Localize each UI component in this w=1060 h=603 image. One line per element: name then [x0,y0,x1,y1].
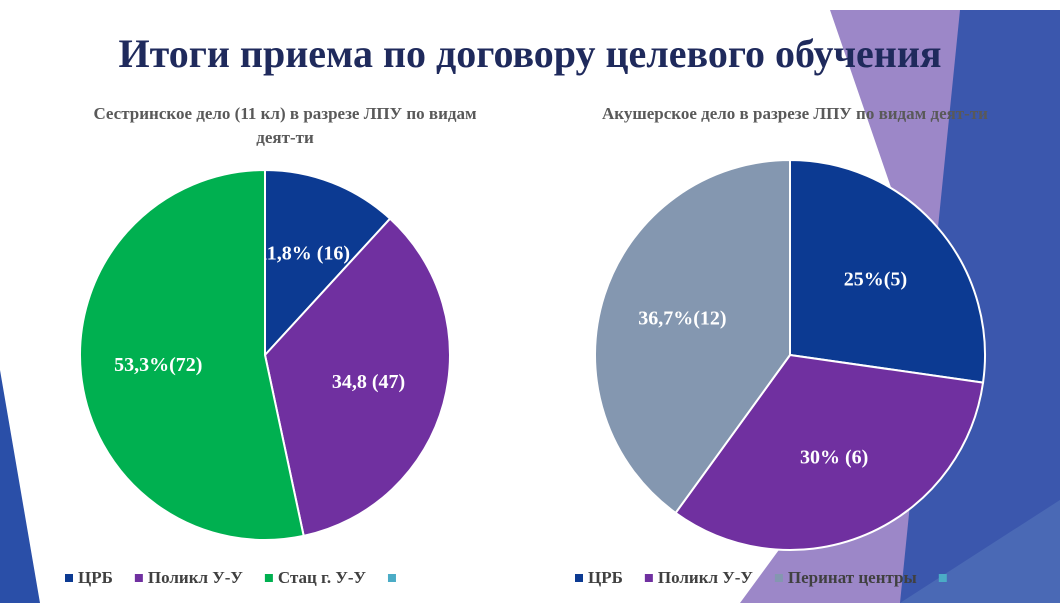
legend-label: Поликл У-У [658,568,754,587]
data-label: 36,7%(12) [638,308,726,330]
legend-marker [65,574,73,582]
data-label: 53,3%(72) [114,354,202,376]
slide: 11,8% (16) 34,8 (47) 53,3%(72) ЦРБ Поликл У-… [0,0,1060,603]
legend-marker [135,574,143,582]
slide-title: Итоги приема по договору целевого обучен… [0,30,1060,77]
data-label: 34,8 (47) [332,371,405,393]
legend-label: ЦРБ [78,568,113,587]
legend-label: Стац г. У-У [278,568,367,587]
data-label: 25%(5) [844,269,907,291]
legend-marker [939,574,947,582]
data-label: 30% (6) [800,447,868,469]
legend-marker [388,574,396,582]
decoration [0,370,40,603]
chart: 11,8% (16) 34,8 (47) 53,3%(72) ЦРБ Поликл У-… [0,0,1060,603]
legend-marker [265,574,273,582]
legend-label: Поликл У-У [148,568,244,587]
legend-marker [575,574,583,582]
chart-title: Сестринское дело (11 кл) в разрезе ЛПУ п… [75,102,495,150]
chart-title: Акушерское дело в разрезе ЛПУ по видам д… [585,102,1005,126]
data-label: 11,8% (16) [258,243,350,265]
legend-label: ЦРБ [588,568,623,587]
legend-marker [645,574,653,582]
legend-marker [775,574,783,582]
legend-label: Перинат центры [788,568,917,587]
